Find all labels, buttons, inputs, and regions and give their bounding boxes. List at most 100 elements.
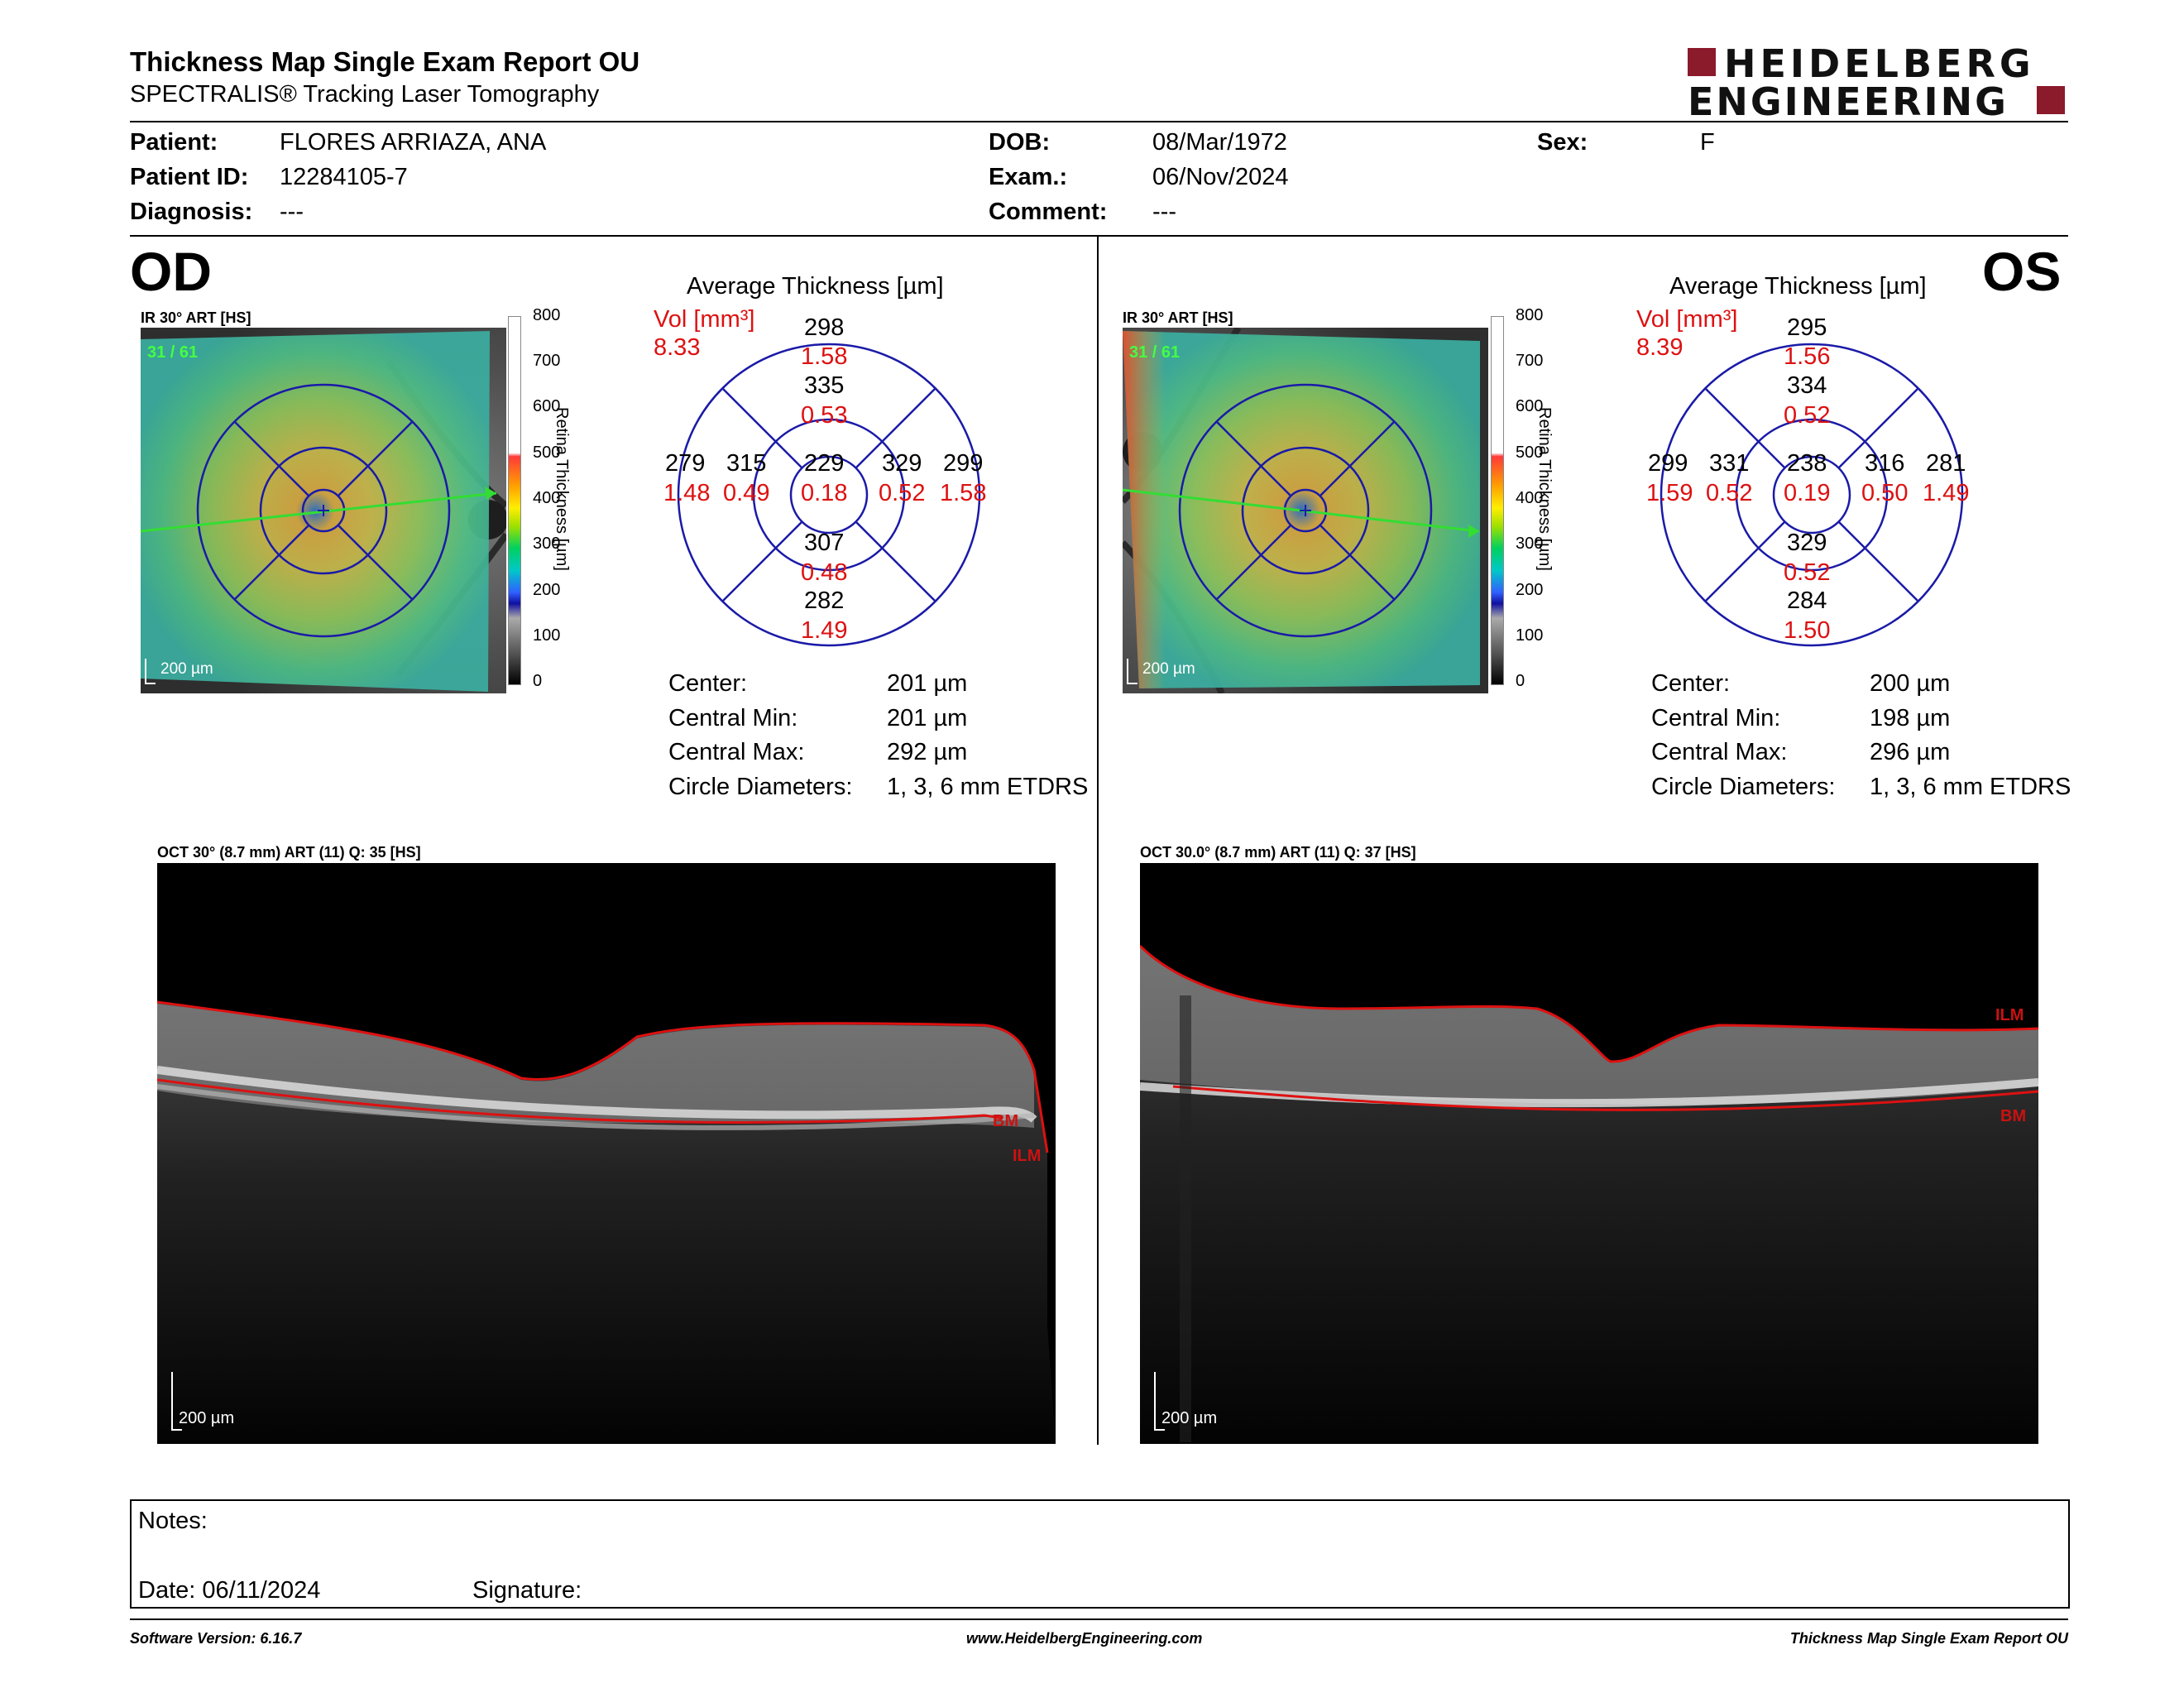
diagnosis-label: Diagnosis: — [130, 199, 253, 225]
os-scale-tick-300: 300 — [1516, 535, 1544, 553]
sex-label: Sex: — [1537, 129, 1588, 156]
os-etdrs-overlay — [1178, 383, 1433, 638]
od-scale-tick-800: 800 — [533, 306, 561, 324]
notes-box: Notes: Date: 06/11/2024 Signature: — [130, 1499, 2070, 1609]
patient-value: FLORES ARRIAZA, ANA — [280, 129, 547, 156]
exam-label: Exam.: — [989, 164, 1068, 190]
od-scale-tick-100: 100 — [533, 626, 561, 645]
od-outer-inf-thickness: 282 — [804, 587, 845, 614]
os-ir-image: 31 / 61 200 µm — [1123, 328, 1488, 693]
od-vol-label: Vol [mm³] — [654, 306, 755, 333]
os-center-volume: 0.19 — [1784, 480, 1831, 506]
od-scale-tick-0: 0 — [533, 672, 543, 690]
footer-software-version: Software Version: 6.16.7 — [130, 1630, 302, 1647]
od-vol-value: 8.33 — [654, 334, 701, 361]
os-avg-title: Average Thickness [µm] — [1669, 273, 1927, 300]
signature-label: Signature: — [472, 1577, 582, 1604]
footer-report-name: Thickness Map Single Exam Report OU — [1789, 1630, 2068, 1647]
patient-rule — [130, 235, 2068, 237]
comment-value: --- — [1152, 199, 1176, 225]
os-scale-tick-400: 400 — [1516, 489, 1544, 507]
od-ir-title: IR 30° ART [HS] — [141, 309, 251, 326]
od-oct-image: BM ILM 200 µm — [156, 863, 1056, 1444]
od-outer-left-volume: 1.48 — [663, 480, 711, 506]
report-title: Thickness Map Single Exam Report OU — [130, 46, 640, 77]
od-inner-sup-volume: 0.53 — [801, 402, 848, 429]
os-vol-value: 8.39 — [1636, 334, 1684, 361]
os-central-min-value: 198 µm — [1870, 705, 1951, 731]
os-oct-graphic: ILM BM 200 µm — [1138, 944, 2039, 1444]
os-scale-tick-700: 700 — [1516, 352, 1544, 370]
os-color-scale: 800 700 600 500 400 300 200 100 0 Retina… — [1489, 306, 1597, 690]
logo-square-top — [1688, 48, 1716, 76]
od-color-scale: 800 700 600 500 400 300 200 100 0 Retina… — [506, 306, 614, 690]
os-center-thickness: 238 — [1787, 450, 1827, 477]
os-outer-left-volume: 1.59 — [1646, 480, 1693, 506]
patient-id-label: Patient ID: — [130, 164, 249, 190]
os-scale-label: Retina Thickness [µm] — [1535, 407, 1554, 571]
od-outer-sup-thickness: 298 — [804, 314, 845, 341]
od-center-label: Center: — [668, 670, 748, 697]
os-scale-tick-500: 500 — [1516, 444, 1544, 462]
os-scale-tick-600: 600 — [1516, 397, 1544, 415]
os-ir-scale: 200 µm — [1142, 660, 1195, 678]
report-subtitle: SPECTRALIS® Tracking Laser Tomography — [130, 81, 600, 108]
od-scan-line — [141, 492, 497, 533]
od-scale-tick-500: 500 — [533, 444, 561, 462]
od-eye-label: OD — [130, 241, 212, 302]
os-center-label: Center: — [1651, 670, 1731, 697]
os-scale-tick-0: 0 — [1516, 672, 1525, 690]
od-central-min-value: 201 µm — [887, 705, 968, 731]
od-center-thickness: 229 — [804, 450, 845, 477]
od-fundus-graphic: 31 / 61 200 µm — [141, 328, 506, 693]
od-bm-line — [156, 1078, 1002, 1125]
footer-website-link[interactable]: www.HeidelbergEngineering.com — [966, 1630, 1203, 1647]
os-vol-label: Vol [mm³] — [1636, 306, 1738, 333]
od-etdrs-grid — [677, 343, 981, 647]
os-scale-tick-200: 200 — [1516, 581, 1544, 599]
header-rule — [130, 121, 2068, 122]
od-oct-graphic: BM ILM 200 µm — [156, 1000, 1056, 1444]
dob-label: DOB: — [989, 129, 1051, 156]
os-scale-tick-800: 800 — [1516, 306, 1544, 324]
os-circle-diameters-label: Circle Diameters: — [1651, 774, 1836, 800]
patient-label: Patient: — [130, 129, 218, 156]
dob-value: 08/Mar/1972 — [1152, 129, 1287, 156]
od-oct-title: OCT 30° (8.7 mm) ART (11) Q: 35 [HS] — [157, 844, 421, 861]
sex-value: F — [1700, 129, 1715, 156]
os-eye-label: OS — [1982, 241, 2062, 302]
od-inner-inf-thickness: 307 — [804, 530, 845, 556]
os-etdrs-grid — [1660, 343, 1964, 647]
os-inner-inf-volume: 0.52 — [1784, 559, 1831, 586]
od-circle-diameters-label: Circle Diameters: — [668, 774, 853, 800]
patient-id-value: 12284105-7 — [280, 164, 408, 190]
od-scale-label: Retina Thickness [µm] — [553, 407, 571, 571]
os-inner-inf-thickness: 329 — [1787, 530, 1827, 556]
os-inner-left-volume: 0.52 — [1706, 480, 1753, 506]
logo-text-top: HEIDELBERG — [1724, 41, 2035, 86]
od-oct-scale: 200 µm — [179, 1409, 234, 1427]
eye-divider — [1097, 237, 1099, 1445]
os-ilm-label: ILM — [1995, 1006, 2024, 1024]
exam-value: 06/Nov/2024 — [1152, 164, 1289, 190]
os-central-max-label: Central Max: — [1651, 739, 1788, 765]
diagnosis-value: --- — [280, 199, 304, 225]
os-ilm-line — [1138, 944, 2039, 1063]
os-outer-sup-volume: 1.56 — [1784, 343, 1831, 370]
od-bm-label: BM — [993, 1112, 1018, 1130]
od-ilm-label: ILM — [1013, 1147, 1041, 1165]
od-outer-right-thickness: 299 — [943, 450, 984, 477]
os-outer-sup-thickness: 295 — [1787, 314, 1827, 341]
os-outer-inf-thickness: 284 — [1787, 587, 1827, 614]
footer-rule — [130, 1618, 2068, 1620]
od-outer-sup-volume: 1.58 — [801, 343, 848, 370]
logo-square-bottom — [2037, 86, 2065, 114]
os-inner-sup-volume: 0.52 — [1784, 402, 1831, 429]
od-ilm-line — [156, 1000, 1049, 1153]
od-inner-left-thickness: 315 — [726, 450, 767, 477]
heidelberg-logo: HEIDELBERG ENGINEERING — [1688, 41, 2068, 124]
od-inner-right-volume: 0.52 — [879, 480, 926, 506]
os-inner-left-thickness: 331 — [1709, 450, 1750, 477]
date-label: Date: 06/11/2024 — [138, 1577, 321, 1604]
od-inner-right-thickness: 329 — [882, 450, 922, 477]
